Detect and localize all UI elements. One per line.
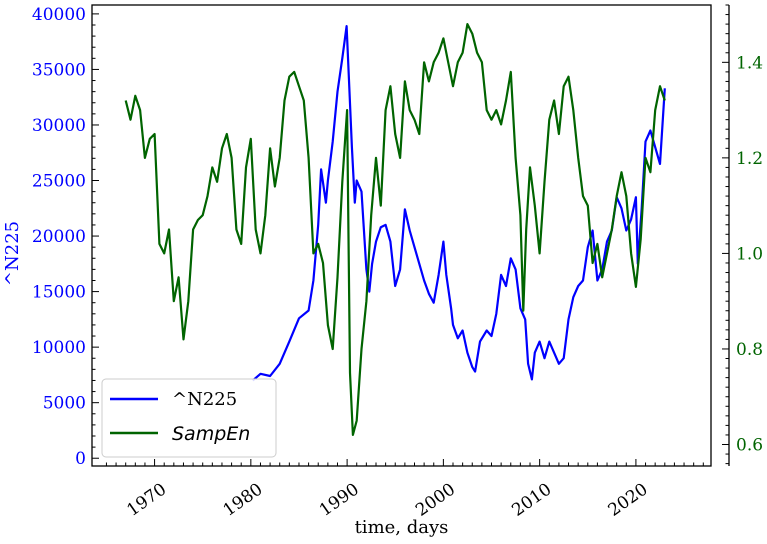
plot-frame [91,4,712,467]
x-tick-label: 2010 [508,479,555,520]
series-line-sampen [124,23,666,436]
legend: ^N225 SampEn [101,378,277,458]
y-right-tick-label: 1.4 [736,53,763,73]
series-group [124,23,666,436]
x-tick-label: 1970 [123,479,170,520]
x-tick-label: 2000 [412,479,459,520]
series-line-n225 [252,25,666,382]
y-left-tick-label: 20000 [32,227,86,247]
y-left-tick-label: 5000 [43,394,86,414]
y-right-tick-label: 1.2 [736,149,763,169]
y-right-tick-label: 1.0 [736,244,763,264]
y-left-tick-label: 10000 [32,338,86,358]
legend-label-n225: ^N225 [172,389,237,410]
y-right-tick-label: 0.6 [736,436,763,456]
y-left-tick-label: 35000 [32,60,86,80]
legend-label-sampen: SampEn [172,423,250,445]
y-left-tick-label: 25000 [32,172,86,192]
x-axis-title: time, days [355,517,449,538]
y-right-tick-label: 0.8 [736,340,763,360]
y-left-tick-label: 15000 [32,283,86,303]
x-axis: 1970 1980 1990 2000 2010 2020 [105,459,704,521]
y-left-tick-label: 30000 [32,116,86,136]
y-axis-left-title: ^N225 [2,221,23,286]
x-tick-label: 1980 [220,479,267,520]
y-left-tick-label: 0 [75,449,86,469]
y-left-tick-label: 40000 [32,5,86,25]
x-tick-label: 2020 [605,479,652,520]
plot-frame-group [91,4,712,467]
y-axis-left: 0 5000 10000 15000 20000 25000 30000 35000 40000 [32,5,99,469]
y-axis-right: 0.6 0.8 1.0 1.2 1.4 [722,4,763,466]
x-tick-label: 1990 [316,479,363,520]
